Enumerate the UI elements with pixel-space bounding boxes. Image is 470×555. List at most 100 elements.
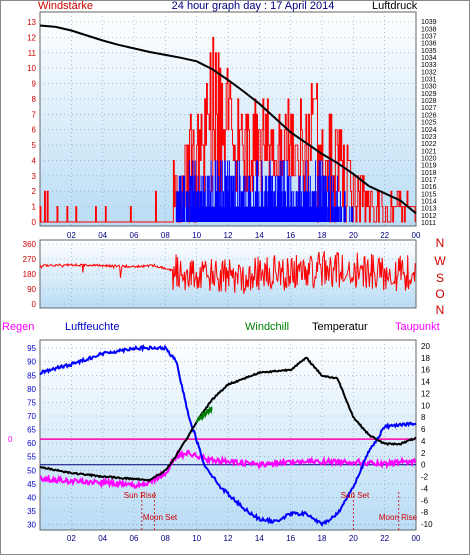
pressure-tick-label: 1013: [421, 206, 437, 213]
pressure-tick-label: 1017: [421, 177, 437, 184]
windchill-series: [195, 406, 213, 424]
pressure-tick-label: 1014: [421, 198, 437, 205]
x-tick-label: 14: [255, 534, 264, 543]
legend-windchill: Windchill: [245, 321, 289, 333]
pressure-axis-title: Luftdruck: [372, 0, 418, 12]
pressure-tick-label: 1031: [421, 77, 437, 84]
temperature-tick-label: 10: [421, 401, 430, 410]
x-tick-label: 18: [318, 231, 327, 240]
compass-o: O: [435, 287, 444, 301]
direction-tick-label: 180: [23, 270, 37, 279]
wind-tick-label: 0: [32, 218, 37, 227]
temperature-tick-label: 18: [421, 354, 430, 363]
x-tick-label: 12: [224, 231, 233, 240]
wind-tick-label: 13: [27, 18, 36, 27]
temperature-tick-label: -4: [421, 484, 429, 493]
pressure-tick-label: 1011: [421, 220, 436, 227]
compass-n-top: N: [436, 236, 445, 250]
x-tick-label: 04: [98, 534, 107, 543]
compass-s: S: [436, 271, 444, 285]
pressure-tick-label: 1028: [421, 98, 437, 105]
temperature-tick-label: 14: [421, 378, 430, 387]
temperature-tick-label: 4: [421, 437, 426, 446]
direction-tick-label: 360: [23, 240, 37, 249]
pressure-tick-label: 1026: [421, 112, 437, 119]
humidity-tick-label: 95: [27, 344, 36, 353]
temperature-tick-label: 2: [421, 449, 426, 458]
humidity-tick-label: 35: [27, 507, 36, 516]
x-tick-label: 06: [130, 231, 139, 240]
legend-taupunkt: Taupunkt: [395, 321, 440, 333]
wind-gust-series: [175, 160, 354, 222]
pressure-tick-label: 1037: [421, 34, 437, 41]
temperature-series: [39, 356, 417, 483]
direction-tick-label: 270: [23, 255, 37, 264]
pressure-tick-label: 1015: [421, 191, 437, 198]
wind-tick-label: 12: [27, 33, 36, 42]
pressure-tick-label: 1018: [421, 170, 437, 177]
wind-tick-label: 7: [32, 110, 37, 119]
humidity-tick-label: 40: [27, 493, 36, 502]
x-tick-label: 16: [286, 534, 295, 543]
x-tick-label: 12: [224, 534, 233, 543]
x-tick-label: 06: [130, 534, 139, 543]
x-tick-label: 22: [380, 231, 389, 240]
wind-axis-title: Windstärke: [38, 0, 93, 12]
x-tick-label: 00: [412, 231, 421, 240]
x-tick-label: 20: [349, 231, 358, 240]
rain-tick-label: 0: [8, 435, 13, 444]
temperature-tick-label: 16: [421, 366, 430, 375]
wind-tick-label: 1: [32, 203, 37, 212]
wind-tick-label: 9: [32, 80, 37, 89]
wind-tick-label: 5: [32, 141, 37, 150]
x-tick-label: 18: [318, 534, 327, 543]
temperature-tick-label: 8: [421, 413, 426, 422]
x-tick-label: 16: [286, 231, 295, 240]
temperature-tick-label: -2: [421, 473, 429, 482]
direction-tick-label: 90: [27, 285, 36, 294]
x-tick-label: 10: [192, 534, 201, 543]
pressure-tick-label: 1020: [421, 155, 437, 162]
axes: 0123456789101112131011101210131014101510…: [8, 18, 437, 543]
wind-pressure-plot: [39, 24, 417, 223]
temperature-tick-label: 20: [421, 342, 430, 351]
sun-set-label: Sun Set: [341, 491, 370, 500]
wind-tick-label: 10: [27, 64, 36, 73]
direction-tick-label: 0: [32, 300, 37, 309]
temperature-tick-label: 6: [421, 425, 426, 434]
x-tick-label: 00: [412, 534, 421, 543]
x-tick-label: 02: [67, 534, 76, 543]
temp-humidity-plot: [39, 343, 417, 530]
humidity-tick-label: 75: [27, 398, 36, 407]
compass-n-bottom: N: [436, 303, 445, 317]
pressure-tick-label: 1039: [421, 19, 437, 26]
humidity-series: [39, 343, 417, 527]
pressure-tick-label: 1030: [421, 84, 437, 91]
pressure-tick-label: 1034: [421, 55, 437, 62]
pressure-tick-label: 1033: [421, 62, 437, 69]
wind-tick-label: 8: [32, 95, 37, 104]
humidity-tick-label: 30: [27, 521, 36, 530]
x-tick-label: 10: [192, 231, 201, 240]
pressure-tick-label: 1025: [421, 120, 437, 127]
humidity-tick-label: 60: [27, 439, 36, 448]
sun-rise-label: Sun Rise: [124, 491, 157, 500]
temperature-tick-label: 0: [421, 461, 426, 470]
pressure-tick-label: 1023: [421, 134, 437, 141]
x-tick-label: 14: [255, 231, 264, 240]
x-tick-label: 08: [161, 231, 170, 240]
moon-rise-label: Moon Rise: [379, 513, 418, 522]
legend-luftfeuchte: Luftfeuchte: [65, 321, 119, 333]
wind-tick-label: 6: [32, 126, 37, 135]
wind-tick-label: 11: [28, 49, 37, 58]
humidity-tick-label: 45: [27, 480, 36, 489]
graph-title: 24 hour graph day : 17 April 2014: [172, 0, 335, 12]
humidity-tick-label: 65: [27, 426, 36, 435]
x-tick-label: 20: [349, 534, 358, 543]
pressure-tick-label: 1016: [421, 184, 437, 191]
humidity-tick-label: 50: [27, 466, 36, 475]
pressure-tick-label: 1035: [421, 48, 437, 55]
wind-direction-series: [39, 251, 416, 294]
pressure-tick-label: 1038: [421, 26, 437, 33]
